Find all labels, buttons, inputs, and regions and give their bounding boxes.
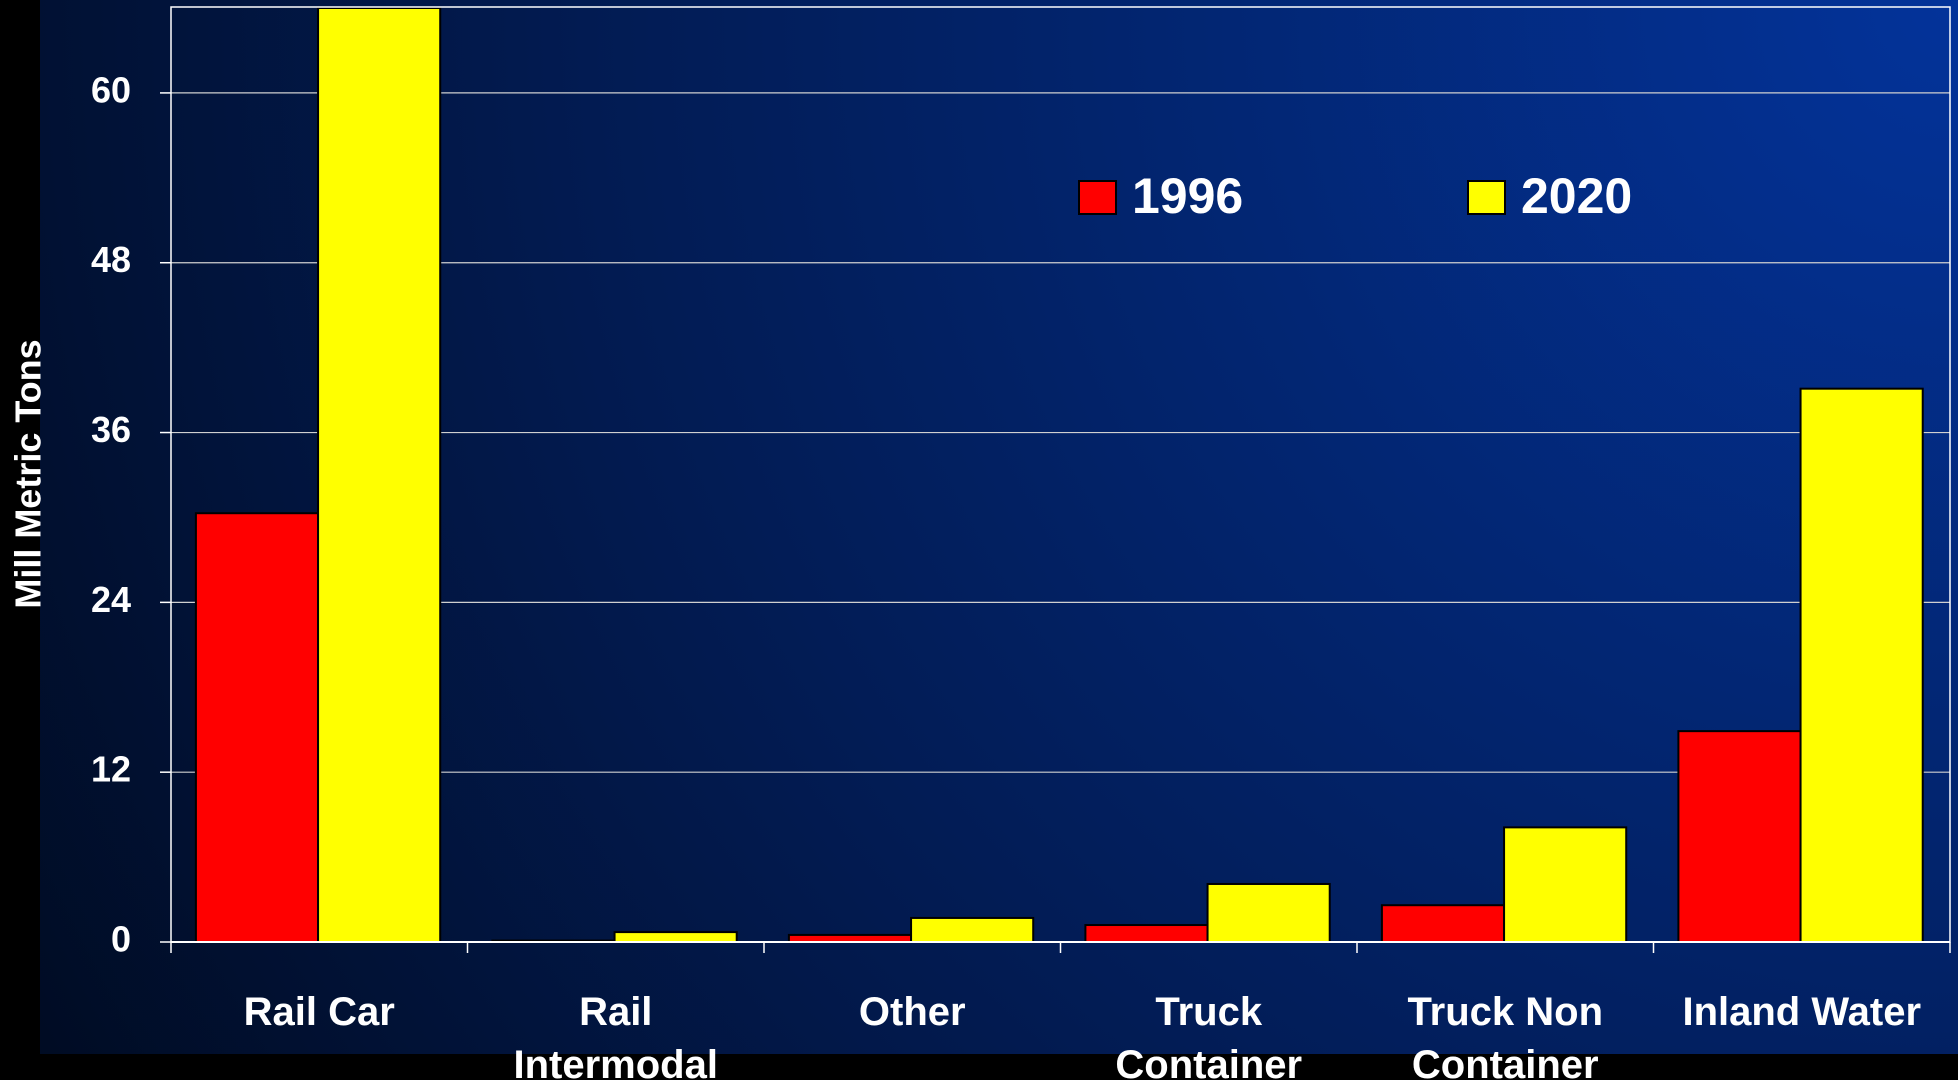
x-tick-label: Truck Non Container [1407, 990, 1604, 1080]
bar [1084, 924, 1209, 944]
y-tick-label: 60 [91, 69, 131, 110]
x-tick-label: Other [858, 990, 966, 1034]
x-tick-label: Truck Container [1115, 990, 1303, 1080]
bar [787, 933, 913, 944]
bar [1503, 826, 1628, 944]
bar [317, 7, 442, 943]
bar [1380, 904, 1506, 943]
legend-swatch [1467, 180, 1506, 215]
legend-label: 1996 [1132, 168, 1243, 224]
legend-swatch [1078, 180, 1117, 215]
bar [613, 931, 738, 943]
bar [910, 916, 1035, 944]
y-tick-label: 0 [111, 919, 131, 960]
y-tick-label: 24 [91, 579, 131, 620]
y-axis-label: Mill Metric Tons [8, 339, 49, 608]
y-tick-label: 48 [91, 239, 131, 280]
bar [1799, 387, 1924, 943]
y-tick-label: 12 [91, 749, 131, 790]
y-tick-label: 36 [91, 409, 131, 450]
legend-label: 2020 [1521, 168, 1632, 224]
x-tick-label: Rail Car [243, 990, 395, 1034]
x-tick-label: Rail Intermodal [513, 990, 718, 1080]
bar [1206, 882, 1331, 943]
bar [1677, 730, 1802, 943]
x-tick-label: Inland Water [1682, 990, 1922, 1034]
bar [194, 512, 320, 944]
